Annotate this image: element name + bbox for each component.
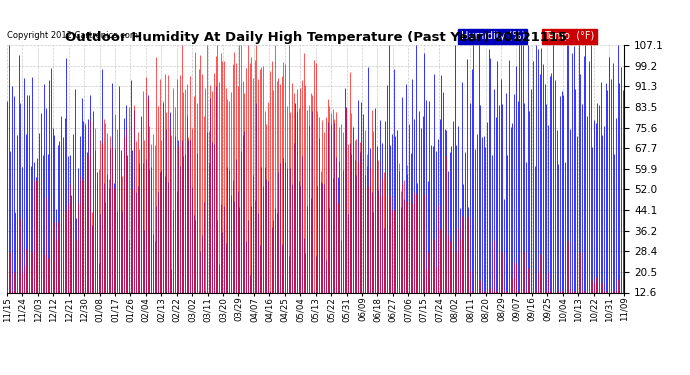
- Text: Humidity (%): Humidity (%): [461, 32, 525, 41]
- Text: Copyright 2012 Cartronics.com: Copyright 2012 Cartronics.com: [7, 31, 138, 40]
- Title: Outdoor Humidity At Daily High Temperature (Past Year) 20121115: Outdoor Humidity At Daily High Temperatu…: [65, 31, 566, 44]
- Text: Temp  (°F): Temp (°F): [544, 32, 594, 41]
